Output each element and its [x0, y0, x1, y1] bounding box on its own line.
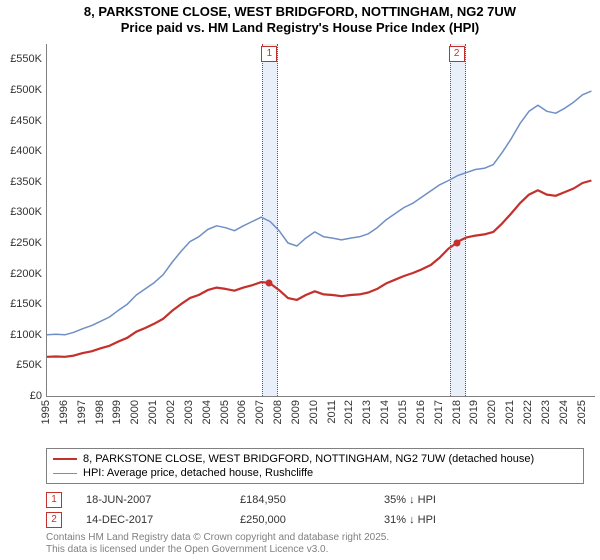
marker-price: £184,950 [240, 494, 360, 506]
plot-area: 12 [46, 44, 595, 397]
x-tick-label: 2016 [415, 400, 427, 424]
sale-dot [266, 279, 273, 286]
x-tick-label: 2014 [379, 400, 391, 424]
x-tick-label: 2010 [308, 400, 320, 424]
y-tick-label: £200K [2, 268, 42, 280]
y-tick-label: £450K [2, 115, 42, 127]
x-tick-label: 2023 [540, 400, 552, 424]
y-tick-label: £550K [2, 53, 42, 65]
marker-badge: 2 [449, 46, 465, 62]
footer-line-1: Contains HM Land Registry data © Crown c… [46, 532, 389, 544]
marker-price: £250,000 [240, 514, 360, 526]
x-tick-label: 2025 [576, 400, 588, 424]
y-tick-label: £400K [2, 145, 42, 157]
x-tick-label: 2004 [201, 400, 213, 424]
x-tick-label: 2007 [254, 400, 266, 424]
marker-delta: 31% ↓ HPI [384, 514, 504, 526]
x-tick-label: 2001 [147, 400, 159, 424]
legend-label: HPI: Average price, detached house, Rush… [83, 467, 313, 479]
title-line-2: Price paid vs. HM Land Registry's House … [0, 20, 600, 36]
y-tick-label: £300K [2, 206, 42, 218]
line-canvas [47, 44, 595, 396]
marker-row: 2 14-DEC-2017 £250,000 31% ↓ HPI [46, 510, 584, 530]
footer-line-2: This data is licensed under the Open Gov… [46, 544, 389, 556]
x-tick-label: 2020 [486, 400, 498, 424]
footer: Contains HM Land Registry data © Crown c… [46, 532, 389, 556]
x-tick-label: 2019 [468, 400, 480, 424]
x-tick-label: 2013 [361, 400, 373, 424]
x-tick-label: 2005 [219, 400, 231, 424]
x-tick-label: 2012 [343, 400, 355, 424]
y-tick-label: £0 [2, 390, 42, 402]
legend-row: HPI: Average price, detached house, Rush… [53, 466, 577, 480]
chart-area: £0 £50K £100K £150K £200K £250K £300K £350K £400… [0, 40, 600, 440]
legend-swatch [53, 458, 77, 460]
x-tick-label: 2021 [504, 400, 516, 424]
x-tick-label: 2009 [290, 400, 302, 424]
x-tick-label: 2002 [165, 400, 177, 424]
x-tick-label: 2024 [558, 400, 570, 424]
x-tick-label: 1999 [111, 400, 123, 424]
x-tick-label: 2003 [183, 400, 195, 424]
marker-badge: 1 [261, 46, 277, 62]
x-tick-label: 2015 [397, 400, 409, 424]
marker-date: 14-DEC-2017 [86, 514, 216, 526]
y-tick-label: £500K [2, 84, 42, 96]
x-tick-label: 2017 [433, 400, 445, 424]
price_paid-line [47, 181, 591, 357]
y-tick-label: £100K [2, 329, 42, 341]
x-tick-label: 2000 [129, 400, 141, 424]
x-tick-label: 2006 [236, 400, 248, 424]
x-tick-label: 1996 [58, 400, 70, 424]
legend-row: 8, PARKSTONE CLOSE, WEST BRIDGFORD, NOTT… [53, 452, 577, 466]
y-tick-label: £150K [2, 298, 42, 310]
legend-swatch [53, 473, 77, 474]
title-line-1: 8, PARKSTONE CLOSE, WEST BRIDGFORD, NOTT… [0, 4, 600, 20]
x-tick-label: 2022 [522, 400, 534, 424]
marker-badge: 2 [46, 512, 62, 528]
marker-delta: 35% ↓ HPI [384, 494, 504, 506]
x-tick-label: 1997 [76, 400, 88, 424]
title-block: 8, PARKSTONE CLOSE, WEST BRIDGFORD, NOTT… [0, 0, 600, 37]
sale-dot [453, 239, 460, 246]
x-tick-label: 1995 [40, 400, 52, 424]
x-tick-label: 2018 [451, 400, 463, 424]
legend: 8, PARKSTONE CLOSE, WEST BRIDGFORD, NOTT… [46, 448, 584, 484]
x-tick-label: 2008 [272, 400, 284, 424]
x-tick-label: 1998 [94, 400, 106, 424]
marker-date: 18-JUN-2007 [86, 494, 216, 506]
marker-badge: 1 [46, 492, 62, 508]
marker-row: 1 18-JUN-2007 £184,950 35% ↓ HPI [46, 490, 584, 510]
y-tick-label: £350K [2, 176, 42, 188]
legend-label: 8, PARKSTONE CLOSE, WEST BRIDGFORD, NOTT… [83, 453, 534, 465]
hpi-line [47, 91, 591, 335]
y-tick-label: £250K [2, 237, 42, 249]
chart-root: 8, PARKSTONE CLOSE, WEST BRIDGFORD, NOTT… [0, 0, 600, 560]
y-tick-label: £50K [2, 359, 42, 371]
marker-table: 1 18-JUN-2007 £184,950 35% ↓ HPI 2 14-DEC-201… [46, 490, 584, 530]
x-tick-label: 2011 [326, 400, 338, 424]
